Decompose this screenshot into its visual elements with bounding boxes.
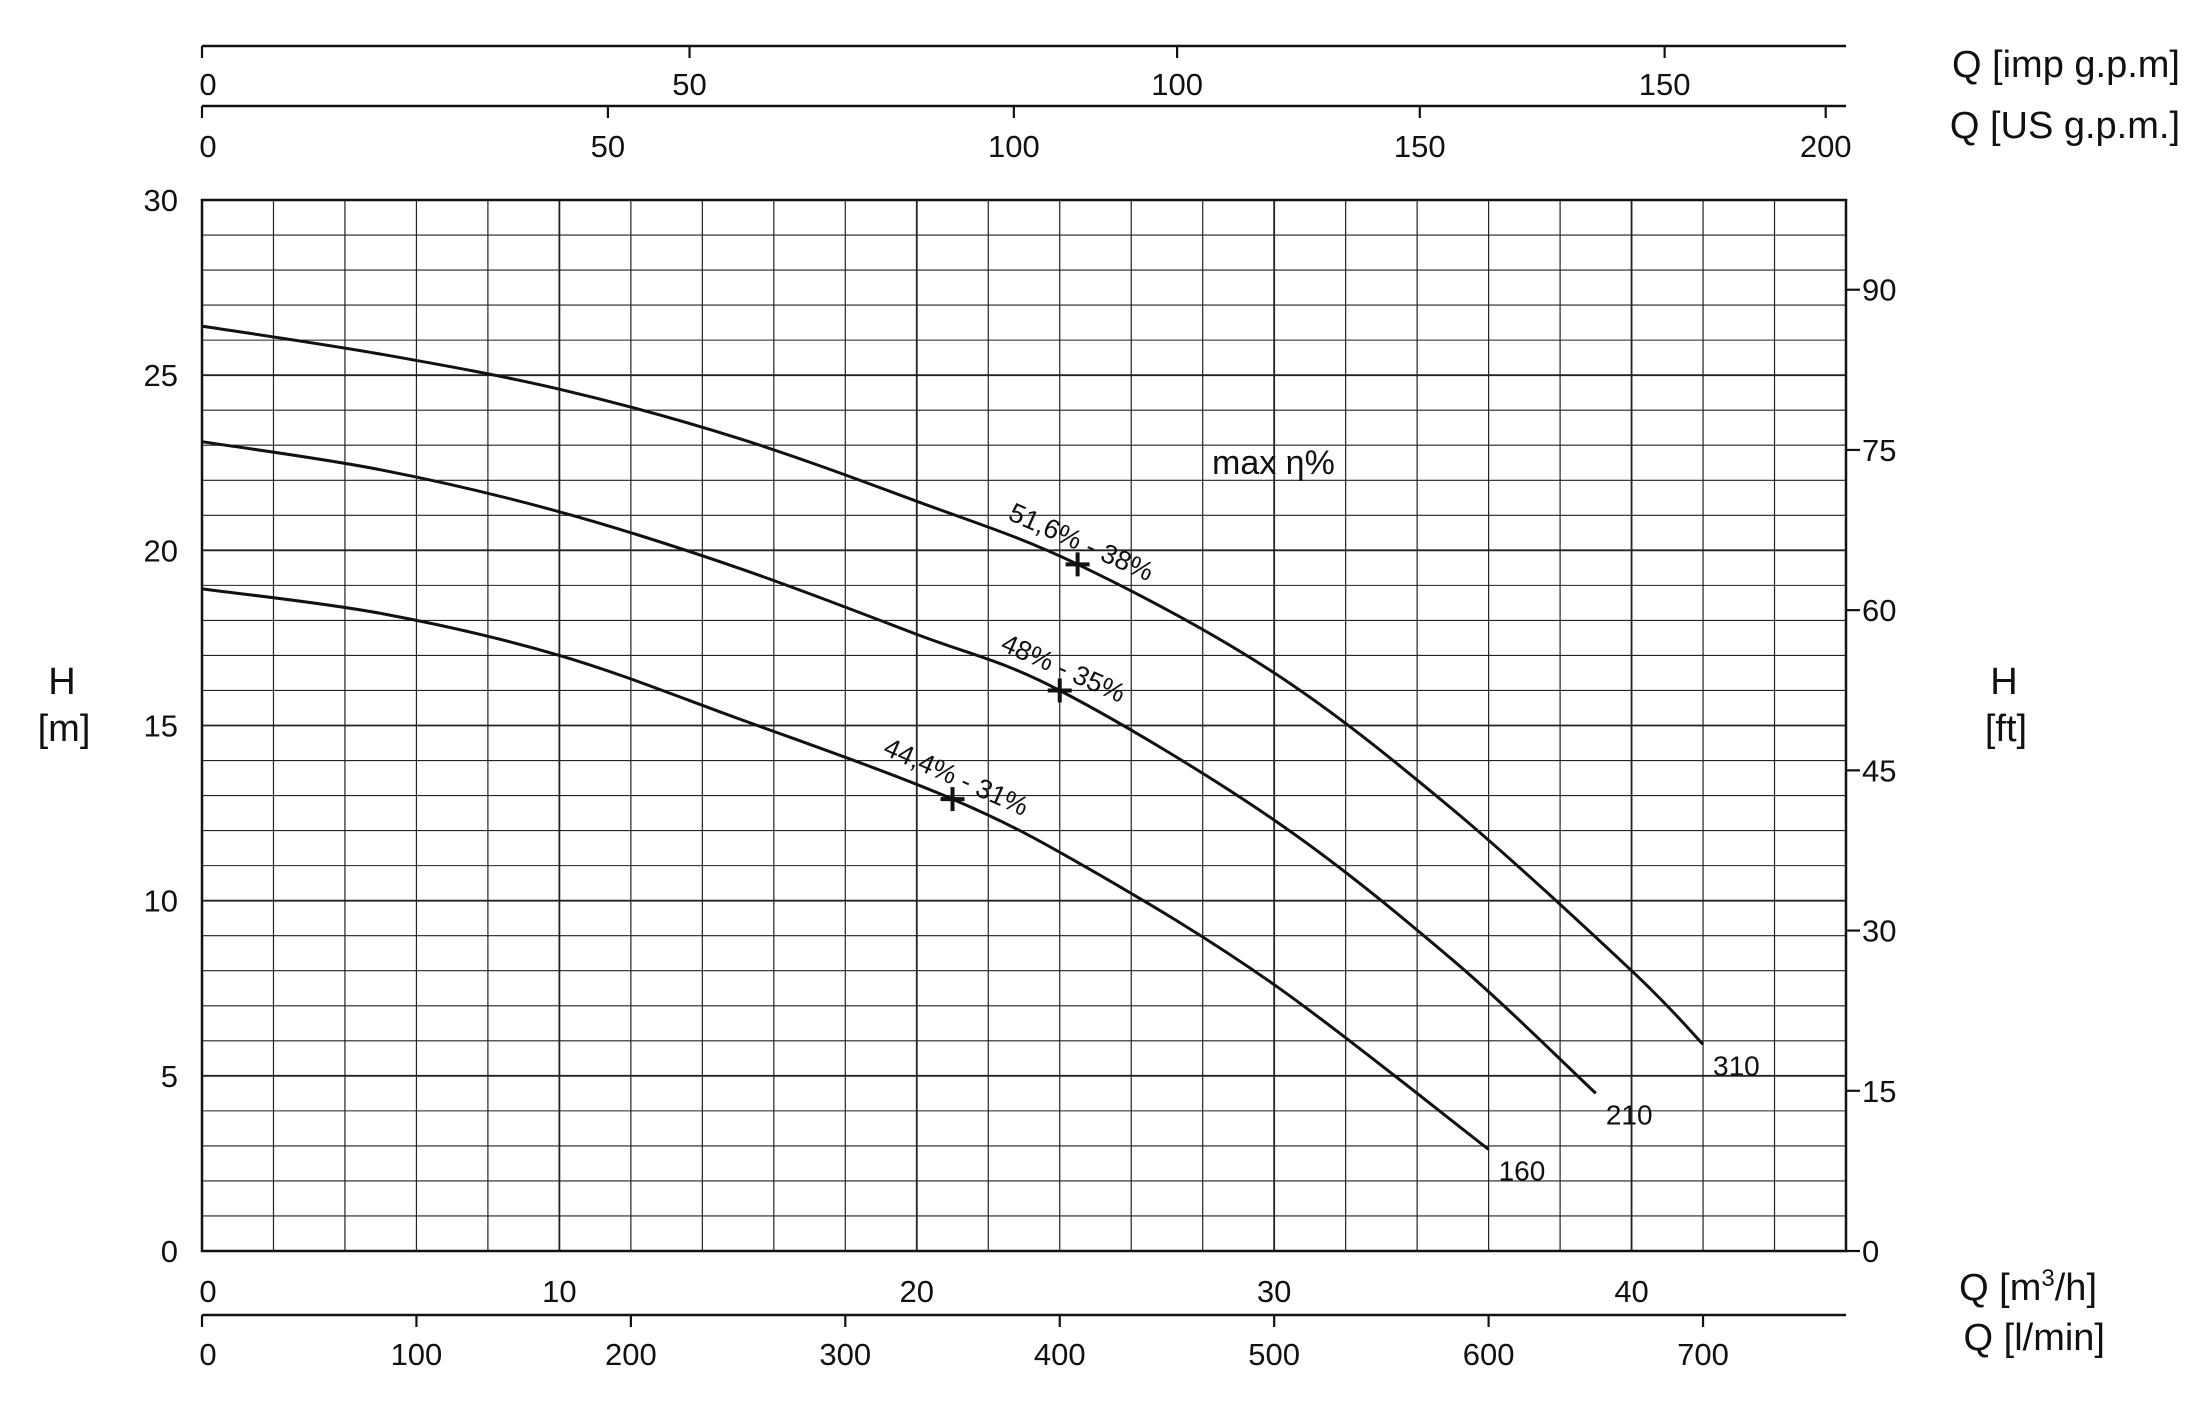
bottom-m3h-tick-label: 10 [542, 1274, 576, 1309]
right-head-ft-tick-label: 60 [1862, 593, 1896, 628]
curve-310 [201, 324, 1705, 1046]
top-us-gpm-axis-tick-label: 50 [591, 129, 625, 164]
curve-label-160: 160 [1499, 1155, 1546, 1186]
top-us-gpm-axis-tick-label: 150 [1394, 129, 1446, 164]
top-imp-gpm-axis: 0 50 100 150 [199, 44, 1846, 102]
top-imp-gpm-axis-tick-label: 0 [199, 67, 216, 102]
right-head-ft-tick-label: 15 [1862, 1074, 1896, 1109]
bottom-m3h-axis-label: Q [m3/h] [1959, 1265, 2097, 1309]
top-us-gpm-axis-tick-label: 0 [199, 129, 216, 164]
right-head-ft-tick-label: 30 [1862, 914, 1896, 949]
bottom-lmin-axis-tick-label: 700 [1677, 1337, 1729, 1372]
top-imp-gpm-axis-tick-label: 50 [672, 67, 706, 102]
left-head-tick-label: 0 [161, 1234, 178, 1269]
left-axis-label-h: H [48, 661, 75, 703]
right-head-ft-tick-label: 0 [1862, 1234, 1879, 1269]
bottom-lmin-axis-label: Q [l/min] [1964, 1317, 2105, 1359]
curve-label-310: 310 [1713, 1050, 1760, 1081]
bottom-lmin-axis: 0 100 200 300 400 500 600 700 [199, 1313, 1846, 1372]
curve-210 [201, 440, 1597, 1095]
bottom-m3h-tick-label: 40 [1614, 1274, 1648, 1309]
curve-160 [201, 587, 1490, 1151]
efficiency-label-160: 44,4% - 31% [879, 732, 1033, 822]
right-head-ft-tick-label: 75 [1862, 433, 1896, 468]
left-head-m-axis: 0 5 10 15 20 25 30 [144, 183, 178, 1269]
left-head-tick-label: 5 [161, 1059, 178, 1094]
major-grid [202, 200, 1846, 1251]
right-head-ft-tick-label: 45 [1862, 753, 1896, 788]
bottom-m3h-tick-label: 30 [1257, 1274, 1291, 1309]
bottom-lmin-axis-tick-label: 400 [1034, 1337, 1086, 1372]
right-axis-label-h: H [1990, 661, 2017, 703]
left-head-tick-label: 10 [144, 884, 178, 919]
left-head-tick-label: 30 [144, 183, 178, 218]
plot-frame [200, 198, 1848, 1253]
bottom-lmin-axis-tick-label: 300 [819, 1337, 871, 1372]
left-head-tick-label: 20 [144, 533, 178, 568]
curve-label-210: 210 [1606, 1099, 1653, 1130]
bottom-lmin-axis-tick-label: 200 [605, 1337, 657, 1372]
bottom-m3h-axis: 0 10 20 30 40 [199, 1274, 1648, 1309]
top-us-gpm-axis-label: Q [US g.p.m.] [1950, 105, 2180, 147]
top-us-gpm-axis: 0 50 100 150 200 [199, 104, 1852, 164]
top-us-gpm-axis-tick-label: 200 [1800, 129, 1852, 164]
efficiency-label-210: 48% - 35% [997, 628, 1130, 709]
right-head-ft-tick-label: 90 [1862, 273, 1896, 308]
max-efficiency-annotation: max η% [1212, 444, 1335, 482]
bottom-lmin-axis-tick-label: 0 [199, 1337, 216, 1372]
bottom-m3h-tick-label: 0 [199, 1274, 216, 1309]
top-us-gpm-axis-tick-label: 100 [988, 129, 1040, 164]
left-axis-label-unit: [m] [38, 708, 91, 750]
right-axis-label-unit: [ft] [1985, 708, 2027, 750]
bottom-lmin-axis-tick-label: 100 [391, 1337, 443, 1372]
bottom-lmin-axis-tick-label: 600 [1463, 1337, 1515, 1372]
right-head-ft-axis: 0 15 30 45 60 75 90 [1846, 273, 1896, 1269]
left-head-tick-label: 25 [144, 358, 178, 393]
left-head-tick-label: 15 [144, 709, 178, 744]
top-imp-gpm-axis-label: Q [imp g.p.m] [1952, 44, 2180, 86]
top-imp-gpm-axis-tick-label: 150 [1639, 67, 1691, 102]
bottom-m3h-tick-label: 20 [900, 1274, 934, 1309]
bottom-lmin-axis-tick-label: 500 [1248, 1337, 1300, 1372]
top-imp-gpm-axis-tick-label: 100 [1151, 67, 1203, 102]
